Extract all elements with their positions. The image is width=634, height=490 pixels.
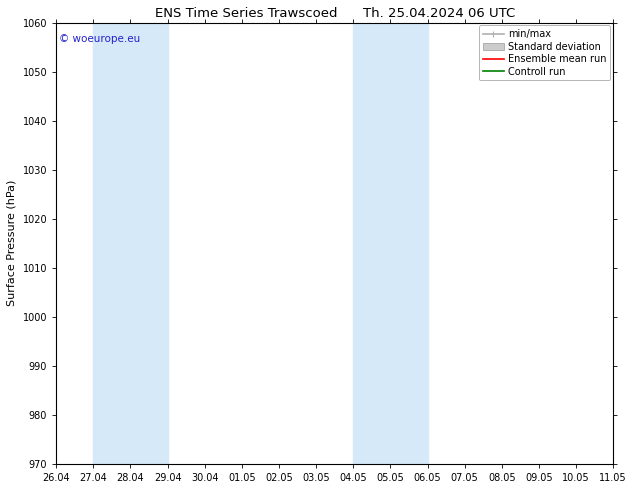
Y-axis label: Surface Pressure (hPa): Surface Pressure (hPa) (7, 180, 17, 306)
Legend: min/max, Standard deviation, Ensemble mean run, Controll run: min/max, Standard deviation, Ensemble me… (479, 25, 611, 80)
Bar (93, 23, 167, 464)
Title: ENS Time Series Trawscoed      Th. 25.04.2024 06 UTC: ENS Time Series Trawscoed Th. 25.04.2024… (155, 7, 515, 20)
Bar (353, 23, 427, 464)
Text: © woeurope.eu: © woeurope.eu (59, 33, 140, 44)
